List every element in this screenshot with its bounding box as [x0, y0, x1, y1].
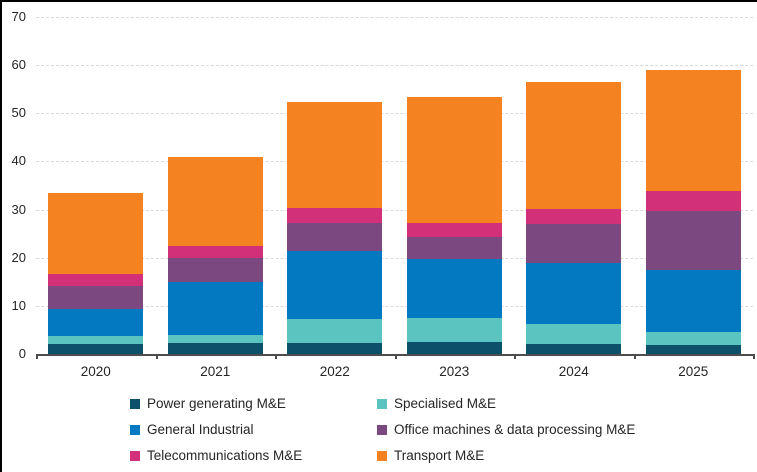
bar-2025 [645, 69, 741, 354]
bar-segment [526, 224, 622, 263]
legend-swatch-icon [130, 398, 140, 409]
x-category-label: 2022 [319, 364, 350, 379]
bar-segment [526, 343, 622, 354]
bar-segment [287, 251, 383, 319]
bar-segment [48, 274, 144, 286]
bar-segment [406, 342, 502, 354]
bar-segment [645, 270, 741, 332]
bar-2020 [48, 192, 144, 354]
y-tick-label: 20 [11, 249, 26, 265]
bar-segment [167, 157, 263, 247]
legend-item-transport: Transport M&E [377, 448, 635, 463]
bar-segment [406, 258, 502, 319]
gridline-50 [36, 113, 753, 115]
bar-segment [645, 345, 741, 354]
bar-segment [287, 207, 383, 224]
legend-item-power-generating: Power generating M&E [130, 396, 377, 411]
bar-segment [167, 258, 263, 283]
x-category-label: 2021 [200, 364, 231, 379]
x-category-label: 2025 [678, 364, 709, 379]
x-axis-tick [514, 354, 516, 359]
bar-segment [406, 97, 502, 224]
legend-swatch-icon [377, 424, 387, 435]
bar-segment [167, 282, 263, 335]
legend-swatch-icon [130, 424, 140, 435]
bar-segment [287, 318, 383, 344]
bar-segment [287, 101, 383, 208]
gridline-40 [36, 161, 753, 163]
bar-2023 [406, 97, 502, 354]
gridline-60 [36, 65, 753, 67]
legend-swatch-icon [377, 450, 387, 461]
bar-segment [526, 324, 622, 344]
legend-label: Transport M&E [394, 448, 485, 463]
bar-segment [526, 263, 622, 325]
bar-segment [406, 223, 502, 238]
x-category-label: 2020 [80, 364, 111, 379]
legend-swatch-icon [130, 450, 140, 461]
bar-segment [48, 336, 144, 345]
legend-item-specialised: Specialised M&E [377, 396, 635, 411]
y-tick-label: 0 [18, 346, 26, 361]
y-tick-label: 40 [11, 153, 26, 169]
bar-segment [287, 223, 383, 252]
bar-segment [406, 237, 502, 259]
bar-2021 [167, 157, 263, 354]
y-tick-label: 70 [11, 9, 26, 24]
legend-swatch-icon [377, 398, 387, 409]
bar-2022 [287, 101, 383, 354]
y-tick-label: 10 [11, 297, 26, 313]
bar-segment [167, 246, 263, 259]
x-axis-tick [155, 354, 158, 359]
x-category-label: 2023 [439, 364, 470, 379]
legend: Power generating M&E Specialised M&E Gen… [130, 396, 635, 463]
legend-label: Specialised M&E [394, 396, 497, 411]
legend-item-office-machines: Office machines & data processing M&E [377, 422, 635, 437]
gridline-30 [36, 209, 753, 211]
legend-label: Power generating M&E [147, 396, 286, 411]
bar-segment [526, 208, 622, 225]
x-axis-tick [633, 354, 636, 359]
bar-segment [645, 331, 741, 346]
bar-2024 [526, 81, 622, 354]
x-category-label: 2024 [558, 364, 589, 379]
bar-segment [167, 334, 263, 343]
y-tick-label: 50 [11, 105, 26, 121]
x-axis-tick [36, 354, 38, 359]
bar-segment [645, 210, 741, 271]
legend-item-general-industrial: General Industrial [130, 422, 377, 437]
bar-segment [526, 81, 622, 209]
bar-segment [287, 343, 383, 354]
legend-label: General Industrial [147, 422, 254, 437]
x-axis-tick [394, 354, 397, 359]
bar-segment [48, 285, 144, 310]
legend-label: Office machines & data processing M&E [394, 422, 636, 437]
legend-label: Telecommunications M&E [147, 448, 303, 463]
gridline-20 [36, 257, 753, 259]
bar-segment [48, 192, 144, 275]
legend-item-telecommunications: Telecommunications M&E [130, 448, 377, 463]
x-axis-tick [753, 354, 755, 359]
y-tick-label: 30 [11, 201, 26, 217]
gridline-70 [36, 17, 753, 18]
bar-segment [406, 318, 502, 343]
bar-segment [645, 69, 741, 191]
bar-segment [167, 342, 263, 354]
x-axis-tick [275, 354, 277, 359]
bar-segment [645, 190, 741, 211]
bar-segment [48, 344, 144, 354]
y-tick-label: 60 [11, 57, 26, 73]
gridline-10 [36, 305, 753, 307]
bar-segment [48, 309, 144, 337]
